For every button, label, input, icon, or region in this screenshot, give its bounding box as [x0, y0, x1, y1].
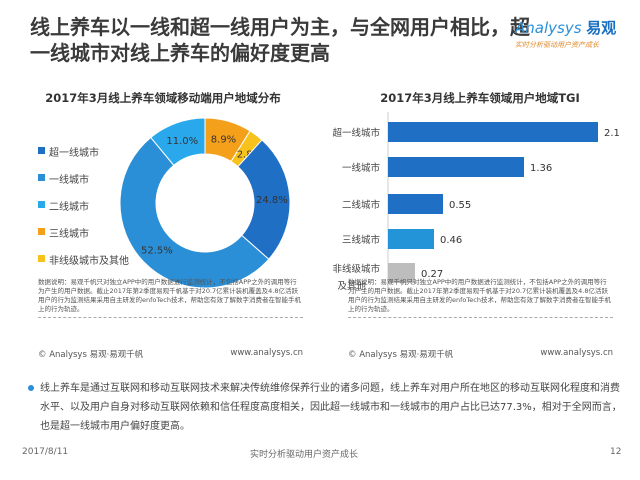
bar-value-label: 0.27 [421, 269, 443, 280]
legend-item: 超一线城市 [38, 144, 129, 171]
bar-value-label: 1.36 [530, 163, 552, 174]
legend-swatch [38, 255, 45, 262]
legend-swatch [38, 201, 45, 208]
category-label: 及其他 [337, 280, 366, 292]
category-label: 超一线城市 [332, 127, 380, 139]
summary-text: 线上养车是通过互联网和移动互联网技术来解决传统维修保养行业的诸多问题，线上养车对… [28, 379, 628, 436]
bar [388, 157, 524, 177]
data-note-left: 数据说明：易观千帆只对独立APP中的用户数据进行监测统计，不包括APP之外的调用… [38, 278, 303, 318]
legend-label: 三线城市 [49, 229, 89, 240]
category-label: 非线级城市 [332, 263, 380, 275]
legend-item: 一线城市 [38, 171, 129, 198]
pie-chart-title: 2017年3月线上养车领域移动端用户地域分布 [45, 91, 281, 105]
pie-legend: 超一线城市一线城市二线城市三线城市非线级城市及其他 [38, 144, 129, 279]
footer-date: 2017/8/11 [22, 447, 69, 457]
bar [388, 263, 415, 283]
copyright-left: © Analysys 易观·易观千帆 www.analysys.cn [38, 348, 303, 360]
legend-swatch [38, 147, 45, 154]
legend-item: 非线级城市及其他 [38, 252, 129, 279]
donut-slice [150, 117, 206, 166]
slice-label: 11.0% [166, 136, 198, 147]
copyright-text: © Analysys 易观·易观千帆 [38, 350, 144, 360]
category-label: 三线城市 [342, 234, 381, 246]
legend-swatch [38, 228, 45, 235]
legend-label: 二线城市 [49, 202, 89, 213]
donut-slice [119, 136, 270, 289]
bar [388, 122, 598, 142]
legend-label: 一线城市 [49, 175, 89, 186]
legend-label: 非线级城市及其他 [49, 256, 129, 267]
page-title: 线上养车以一线和超一线用户为主，与全网用户相比，超一线城市对线上养车的偏好度更高 [30, 15, 530, 65]
data-note-right: 数据说明：易观千帆只对独立APP中的用户数据进行监测统计，不包括APP之外的调用… [348, 278, 613, 318]
legend-swatch [38, 174, 45, 181]
slice-label: 24.8% [256, 195, 288, 206]
logo-brand: Analysys [515, 19, 582, 37]
bar-value-label: 2.1 [604, 128, 620, 139]
legend-item: 二线城市 [38, 198, 129, 225]
logo-cn: 易观 [586, 19, 617, 37]
url-link[interactable]: www.analysys.cn [540, 348, 613, 358]
category-label: 一线城市 [342, 162, 381, 174]
page-number: 12 [610, 447, 622, 457]
footer-slogan: 实时分析驱动用户资产成长 [250, 450, 359, 460]
slice-label: 52.5% [141, 246, 173, 257]
copyright-text: © Analysys 易观·易观千帆 [348, 350, 454, 360]
bar-value-label: 0.46 [440, 235, 462, 246]
logo: Analysys 易观 实时分析驱动用户资产成长 [515, 17, 630, 50]
copyright-right: © Analysys 易观·易观千帆 www.analysys.cn [348, 348, 613, 360]
slice-label: 8.9% [211, 135, 236, 146]
bar-chart-title: 2017年3月线上养车领域用户地域TGI [380, 91, 580, 105]
url-link[interactable]: www.analysys.cn [230, 348, 303, 358]
bar-value-label: 0.55 [449, 200, 471, 211]
logo-slogan: 实时分析驱动用户资产成长 [515, 41, 599, 49]
legend-item: 三线城市 [38, 225, 129, 252]
legend-label: 超一线城市 [49, 148, 99, 159]
bar [388, 194, 443, 214]
bar [388, 229, 434, 249]
category-label: 二线城市 [342, 199, 381, 211]
